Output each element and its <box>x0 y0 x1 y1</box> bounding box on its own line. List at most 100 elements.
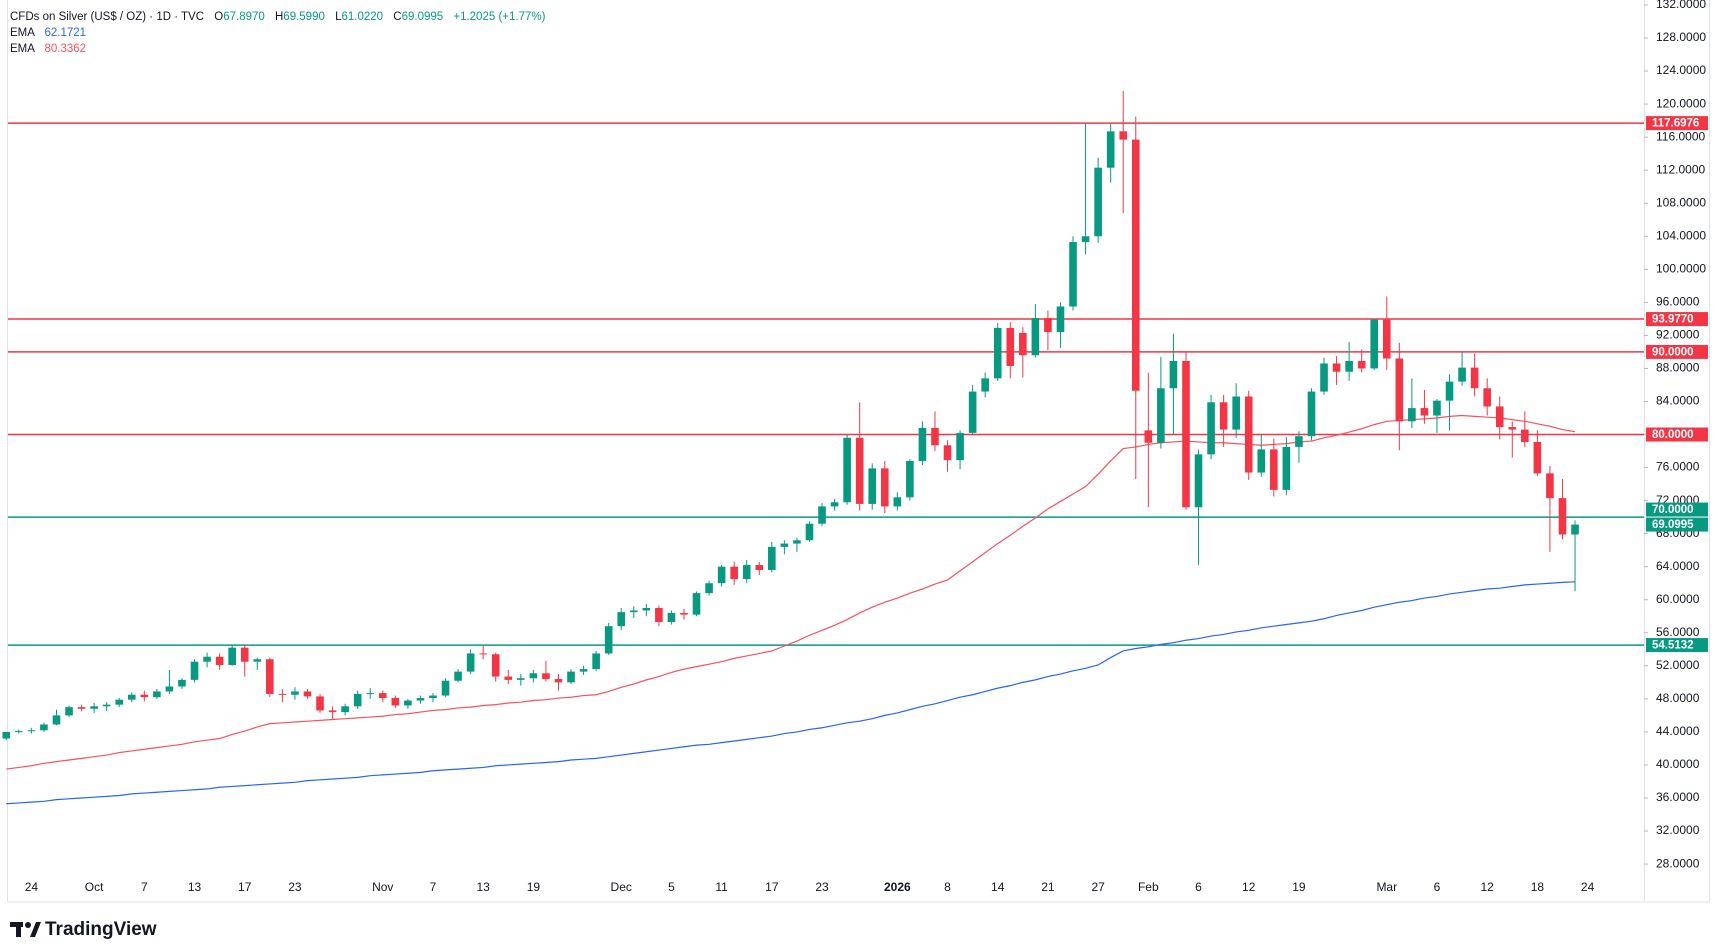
candle-body <box>278 693 287 695</box>
x-tick-label: 2026 <box>884 880 911 894</box>
y-tick-label: 108.0000 <box>1656 195 1706 209</box>
x-tick-label: 11 <box>715 880 728 894</box>
candle-body <box>1445 381 1454 401</box>
candle-body <box>1395 358 1404 422</box>
candle-body <box>692 593 701 615</box>
candle-body <box>178 679 186 687</box>
logo-shape <box>30 922 41 937</box>
level-tag-label: 80.0000 <box>1652 429 1694 441</box>
candle-body <box>52 715 61 725</box>
candle-body <box>454 671 462 681</box>
candle-body <box>993 327 1002 379</box>
candle-body <box>742 565 751 580</box>
x-tick-label: 5 <box>668 880 675 894</box>
y-tick-label: 52.0000 <box>1656 658 1700 672</box>
candle-body <box>404 700 412 706</box>
candle-body <box>1157 388 1165 443</box>
y-tick-label: 124.0000 <box>1656 63 1706 77</box>
candle-body <box>956 432 964 461</box>
candle-body <box>77 707 86 709</box>
y-tick-label: 132.0000 <box>1656 0 1706 11</box>
candle-body <box>65 707 73 716</box>
ohlc-value: 67.8970 <box>223 11 265 23</box>
candle-body <box>1282 446 1291 490</box>
candle-body <box>1370 319 1379 369</box>
candle-body <box>1194 454 1203 508</box>
candle-body <box>1219 402 1228 430</box>
x-tick-label: 13 <box>188 880 202 894</box>
x-tick-label: 7 <box>430 880 437 894</box>
y-tick-label: 96.0000 <box>1656 295 1700 309</box>
candle-body <box>102 704 111 707</box>
candle-body <box>1546 473 1554 499</box>
candle-body <box>1019 332 1027 356</box>
candle-body <box>554 679 563 683</box>
level-tag <box>1646 312 1708 327</box>
x-tick-label: 21 <box>1041 880 1055 894</box>
candle-body <box>1495 406 1504 428</box>
candle-body <box>1357 361 1366 369</box>
candle-body <box>1069 242 1077 307</box>
candle-body <box>768 546 776 570</box>
candle-body <box>1207 402 1215 455</box>
level-tag-label: 54.5132 <box>1652 640 1694 652</box>
candle-body <box>366 693 375 695</box>
x-tick-label: 24 <box>1581 880 1595 894</box>
candle-body <box>266 659 274 694</box>
candle-body <box>1119 131 1128 140</box>
symbol: CFDs on Silver (US$ / OZ) · 1D · TVC <box>10 11 205 23</box>
candle-body <box>579 669 588 672</box>
y-tick-label: 104.0000 <box>1656 228 1706 242</box>
candle-body <box>830 502 839 507</box>
candle-body <box>1031 318 1040 356</box>
candle-body <box>968 391 977 433</box>
candle-body <box>1571 524 1579 535</box>
candle-body <box>479 653 487 655</box>
candle-body <box>1420 408 1429 416</box>
candle-body <box>1320 363 1328 392</box>
level-tag <box>1646 344 1708 359</box>
y-tick-label: 32.0000 <box>1656 823 1700 837</box>
candle-body <box>1433 400 1441 416</box>
candle-body <box>153 691 161 698</box>
candle-body <box>1458 367 1466 382</box>
legend: CFDs on Silver (US$ / OZ) · 1D · TVC O67… <box>10 9 545 57</box>
candle-body <box>1295 436 1303 447</box>
level-tag-label: 93.9770 <box>1652 314 1694 326</box>
candle-body <box>1006 327 1015 366</box>
y-tick-label: 48.0000 <box>1656 691 1700 705</box>
level-tag <box>1646 427 1708 442</box>
x-tick-label: 23 <box>815 880 829 894</box>
x-tick-label: 17 <box>765 880 779 894</box>
y-tick-label: 64.0000 <box>1656 559 1700 573</box>
candle-body <box>1081 236 1090 243</box>
candle-body <box>203 656 211 662</box>
x-tick-label: 23 <box>288 880 302 894</box>
candle-body <box>1232 396 1240 430</box>
ohlc-label: O <box>214 11 224 23</box>
ohlc-label: C <box>393 11 402 23</box>
indicator-name: EMA <box>10 27 35 39</box>
ohlc-label: H <box>274 11 284 23</box>
candle-body <box>1257 449 1266 473</box>
x-tick-label: 27 <box>1091 880 1105 894</box>
candle-body <box>1056 306 1065 333</box>
x-tick-label: 8 <box>944 880 951 894</box>
candle-body <box>981 378 989 392</box>
candle-body <box>880 468 889 507</box>
level-tag <box>1646 638 1708 653</box>
candle-body <box>567 671 575 683</box>
candle-body <box>730 566 738 580</box>
candle-body <box>303 691 312 697</box>
indicator-value: 80.3362 <box>44 43 87 55</box>
y-tick-label: 112.0000 <box>1656 162 1705 176</box>
legend-row: EMA 80.3362 <box>10 41 545 57</box>
candle-body <box>378 693 387 699</box>
candle-body <box>15 731 23 733</box>
candle-body <box>1244 396 1253 473</box>
candle-body <box>353 693 362 707</box>
candle-body <box>190 661 199 680</box>
candle-body <box>40 724 48 731</box>
level-tag-label: 117.6976 <box>1652 118 1699 130</box>
candle-body <box>680 612 688 615</box>
